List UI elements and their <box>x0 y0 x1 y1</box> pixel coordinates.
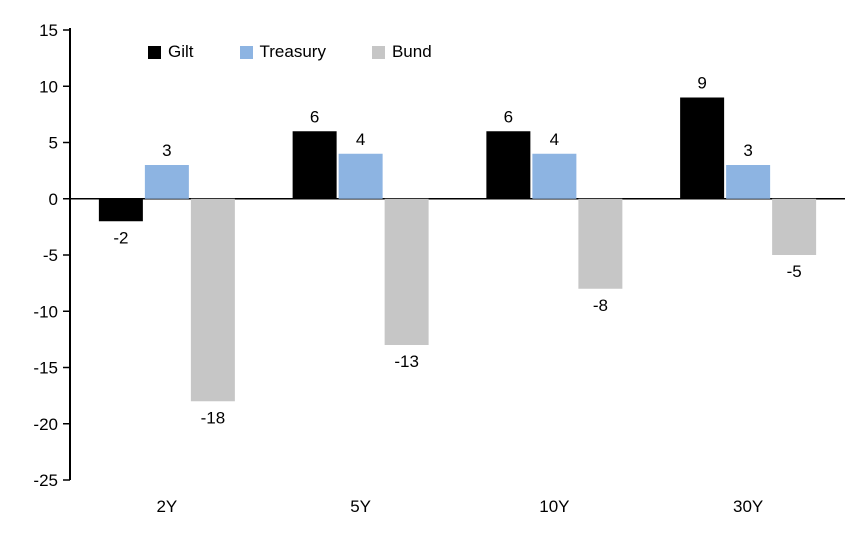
legend: Gilt Treasury Bund <box>148 42 432 62</box>
bar-value-label: 9 <box>697 74 706 93</box>
legend-label-bund: Bund <box>391 42 432 61</box>
bar-value-label: 4 <box>356 130 365 149</box>
bar-gilt-30y <box>680 97 725 199</box>
y-axis-tick-label: 0 <box>49 190 58 209</box>
bar-value-label: 3 <box>743 141 752 160</box>
bar-treasury-30y <box>726 165 771 199</box>
bar-gilt-2y <box>98 198 143 222</box>
bar-value-label: 6 <box>310 107 319 126</box>
bar-value-label: -2 <box>113 228 128 247</box>
bar-bund-30y <box>772 198 817 255</box>
legend-label-treasury: Treasury <box>259 42 326 61</box>
bar-value-label: 3 <box>162 141 171 160</box>
legend-item-bund: Bund <box>371 42 432 62</box>
bar-value-label: 6 <box>504 107 513 126</box>
x-axis-label-2y: 2Y <box>156 497 177 516</box>
y-axis-tick-label: -20 <box>33 415 58 434</box>
bar-value-label: 4 <box>550 130 559 149</box>
bar-bund-10y <box>578 198 623 289</box>
bar-value-label: -18 <box>201 408 226 427</box>
legend-swatch-bund <box>371 45 385 59</box>
x-axis-label-5y: 5Y <box>350 497 371 516</box>
legend-item-gilt: Gilt <box>148 42 194 62</box>
y-axis-tick-label: -5 <box>43 246 58 265</box>
x-axis-label-10y: 10Y <box>539 497 569 516</box>
y-axis-tick-label: 15 <box>39 21 58 40</box>
legend-swatch-gilt <box>148 45 161 59</box>
bar-value-label: -5 <box>787 262 802 281</box>
y-axis-tick-label: -25 <box>33 471 58 490</box>
y-axis-tick-label: -15 <box>33 359 58 378</box>
bar-gilt-10y <box>486 131 531 199</box>
bar-value-label: -8 <box>593 296 608 315</box>
bar-treasury-10y <box>532 153 577 199</box>
y-axis-tick-label: 5 <box>49 134 58 153</box>
bar-gilt-5y <box>292 131 337 199</box>
y-axis-tick-label: -10 <box>33 302 58 321</box>
y-axis-tick-label: 10 <box>39 77 58 96</box>
bar-bund-2y <box>190 198 235 402</box>
legend-item-treasury: Treasury <box>239 42 326 62</box>
x-axis-label-30y: 30Y <box>733 497 763 516</box>
bar-bund-5y <box>384 198 429 345</box>
bar-treasury-5y <box>338 153 383 199</box>
bar-treasury-2y <box>144 165 189 199</box>
legend-swatch-treasury <box>239 45 253 59</box>
bar-value-label: -13 <box>394 352 419 371</box>
legend-label-gilt: Gilt <box>168 42 194 61</box>
